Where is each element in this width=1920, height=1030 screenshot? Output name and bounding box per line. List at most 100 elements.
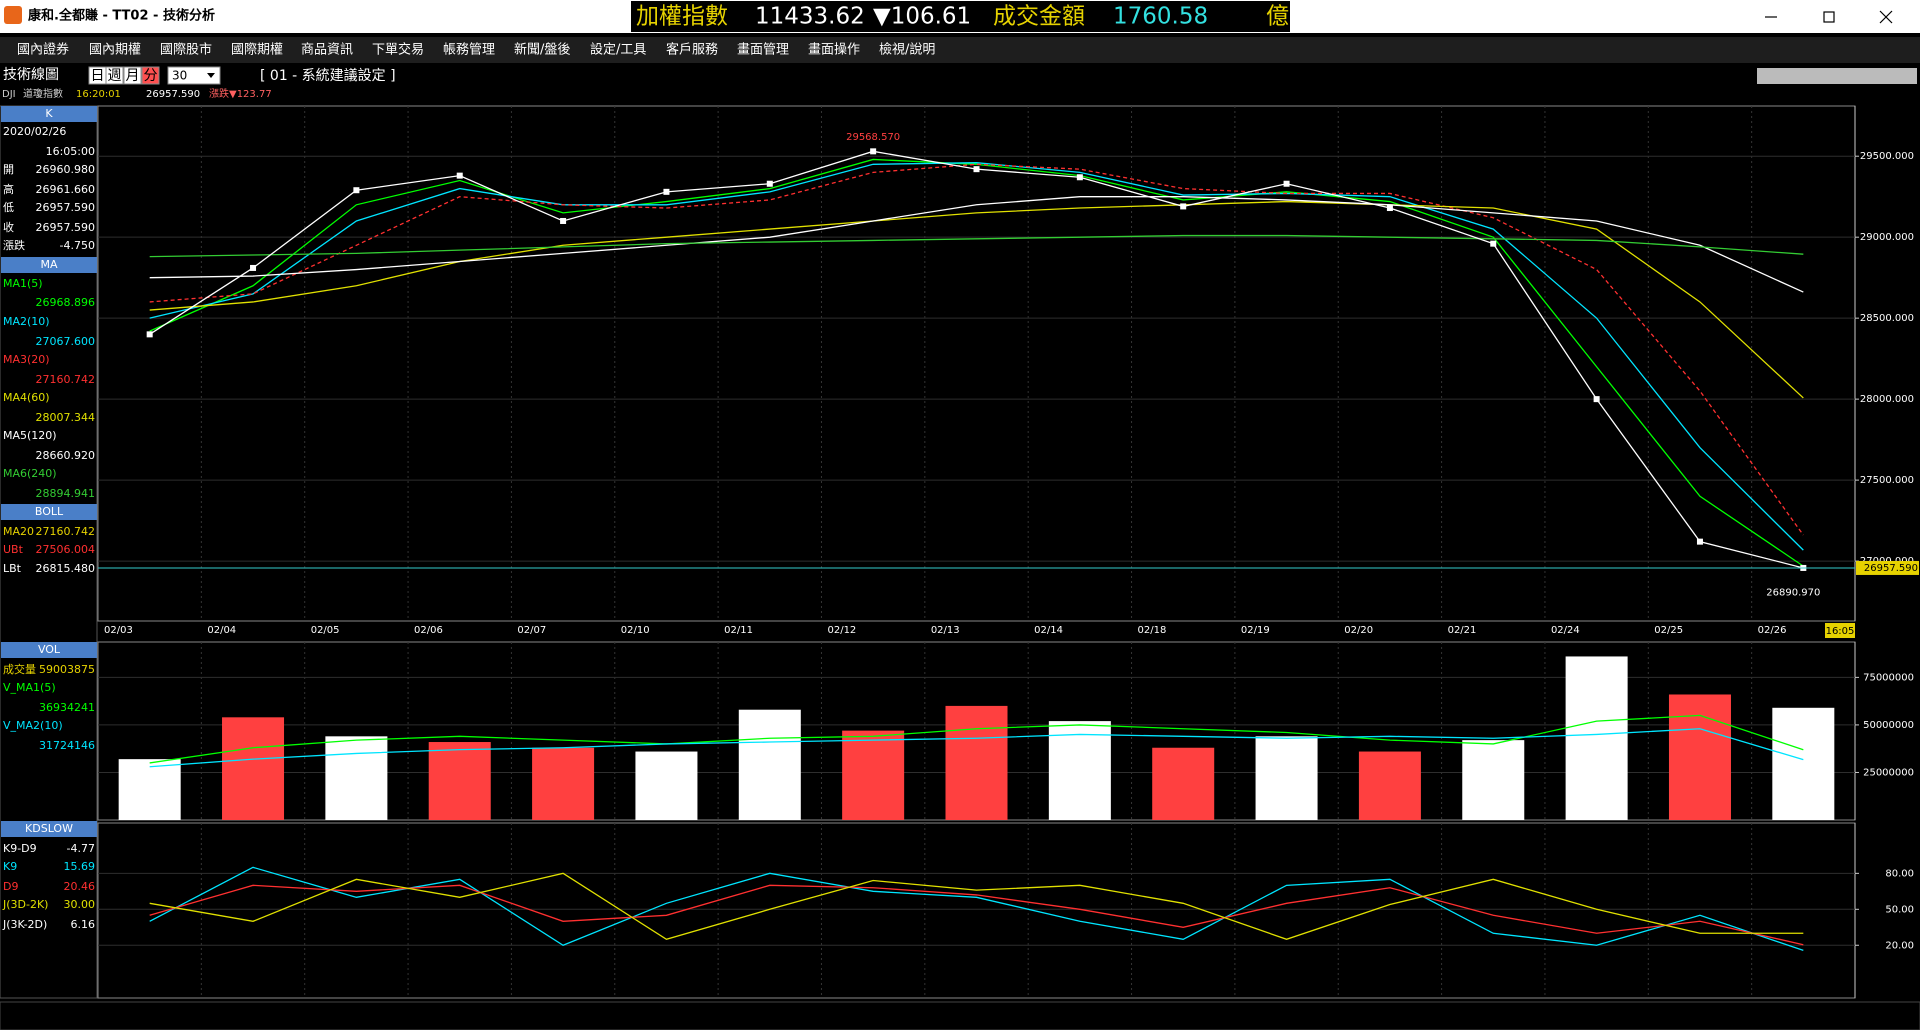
candle: [560, 217, 567, 224]
candle: [1386, 205, 1393, 212]
indicator-line: [149, 866, 1804, 952]
menu-item[interactable]: 設定/工具: [590, 42, 646, 58]
y-tick-label: 29000.000: [1860, 232, 1914, 243]
candle: [456, 172, 463, 179]
period-button[interactable]: [123, 66, 142, 85]
k-row-label: 開: [3, 163, 14, 176]
k-row-value: 26961.660: [36, 183, 96, 196]
panel-header-label: BOLL: [35, 505, 64, 518]
ticker-value: 11433.62: [755, 4, 865, 30]
menu-item[interactable]: 國際股市: [160, 42, 212, 58]
ticker-box: [631, 1, 1290, 32]
kd-name: K9: [3, 860, 17, 873]
x-tick-label: 02/24: [1551, 625, 1580, 636]
setting-label: [ 01 - 系統建議設定 ]: [260, 67, 396, 84]
candle: [766, 180, 773, 187]
candle: [146, 331, 153, 338]
menu-item[interactable]: 新聞/盤後: [514, 42, 570, 58]
amount-label: 成交金額: [993, 4, 1085, 30]
candle: [1593, 396, 1600, 403]
volume-bar: [945, 705, 1008, 820]
period-button[interactable]: [141, 66, 160, 85]
volume-bar: [1152, 747, 1215, 820]
x-tick-label: 02/25: [1654, 625, 1683, 636]
chart-tools[interactable]: [1757, 68, 1917, 84]
panel-header-label: MA: [40, 258, 57, 271]
x-tick-label: 02/06: [414, 625, 443, 636]
boll-row-value: 26815.480: [36, 562, 96, 575]
ma-name: MA1(5): [3, 277, 43, 290]
menu-item[interactable]: 國際期權: [231, 43, 283, 58]
ma-value: 27160.742: [36, 373, 96, 386]
ticker-change: ▼106.61: [873, 4, 971, 30]
kd-name: D9: [3, 880, 18, 893]
candle: [353, 187, 360, 194]
window-controls[interactable]: [1765, 10, 1893, 24]
x-tick-label: 02/18: [1138, 625, 1167, 636]
x-tick-label: 02/03: [104, 625, 133, 636]
volume-bar: [325, 736, 388, 820]
volume-bar: [1772, 707, 1835, 820]
ma-name: MA2(10): [3, 315, 50, 328]
indicator-line: [149, 884, 1804, 946]
volume-bar: [842, 730, 905, 820]
volume-bar: [1462, 740, 1525, 820]
ma-value: 27067.600: [36, 335, 96, 348]
k-row-value: -4.750: [60, 239, 95, 252]
menu-item[interactable]: 畫面管理: [737, 43, 789, 58]
quote-name: 道瓊指數: [23, 87, 63, 100]
current-price-label: 26957.590: [1864, 563, 1918, 574]
menu-item[interactable]: 帳務管理: [443, 43, 495, 58]
menu-item[interactable]: 畫面操作: [808, 42, 860, 58]
candle: [1076, 174, 1083, 181]
menu-item[interactable]: 檢視/說明: [879, 42, 935, 58]
menu-item[interactable]: 下單交易: [372, 42, 424, 58]
vol-ma-value: 31724146: [39, 739, 95, 752]
volume-bar: [222, 717, 285, 820]
menu-item[interactable]: 商品資訊: [301, 43, 353, 58]
amount-unit: 億: [1266, 4, 1289, 30]
boll-row-value: 27160.742: [36, 525, 96, 538]
volume-bar: [635, 751, 698, 820]
kd-row-label: J(3K-2D): [2, 918, 47, 931]
x-tick-label: 02/11: [724, 625, 753, 636]
quote-price: 26957.590: [146, 89, 200, 100]
toolbar-label: 技術線圖: [3, 67, 59, 83]
menu-item[interactable]: 國內證券: [17, 42, 69, 58]
y-tick-label: 75000000: [1863, 672, 1914, 683]
x-tick-label: 02/21: [1448, 625, 1477, 636]
ma-value: 26968.896: [36, 296, 96, 309]
toolbar: [0, 64, 1920, 86]
dropdown-arrow: [207, 73, 215, 78]
k-date: 2020/02/26: [3, 125, 66, 138]
ma-name: MA5(120): [3, 429, 57, 442]
x-tick-label: 02/20: [1344, 625, 1373, 636]
panel-header-label: K: [45, 107, 53, 120]
volume-bar: [1668, 694, 1731, 820]
x-tick-label: 02/10: [621, 625, 650, 636]
menu-item[interactable]: 客戶服務: [666, 42, 718, 58]
quote-change: 漲跌▼123.77: [209, 87, 272, 100]
kd-row-value: -4.77: [67, 842, 95, 855]
period-button[interactable]: [105, 66, 124, 85]
boll-row-value: 27506.004: [36, 543, 96, 556]
indicator-line: [149, 158, 1804, 567]
volume-bar: [1255, 736, 1318, 820]
kd-value: 20.46: [64, 880, 96, 893]
y-tick-label: 28000.000: [1860, 394, 1914, 405]
interval-select[interactable]: [167, 66, 221, 85]
ma-value: 28007.344: [36, 411, 96, 424]
kd-row-value: 6.16: [71, 918, 96, 931]
period-label: 分: [144, 68, 158, 84]
boll-row-label: LBt: [3, 562, 22, 575]
panel-header: [1, 821, 97, 837]
boll-row-label: UBt: [3, 543, 24, 556]
candle: [1696, 538, 1703, 545]
y-tick-label: 29500.000: [1860, 151, 1914, 162]
x-tick-label: 02/19: [1241, 625, 1270, 636]
chart-frame: [97, 105, 1856, 622]
menu-item[interactable]: 國內期權: [89, 43, 141, 58]
volume-bar: [428, 742, 491, 820]
y-tick-label: 50000000: [1863, 720, 1914, 731]
indicator-line: [149, 196, 1804, 293]
